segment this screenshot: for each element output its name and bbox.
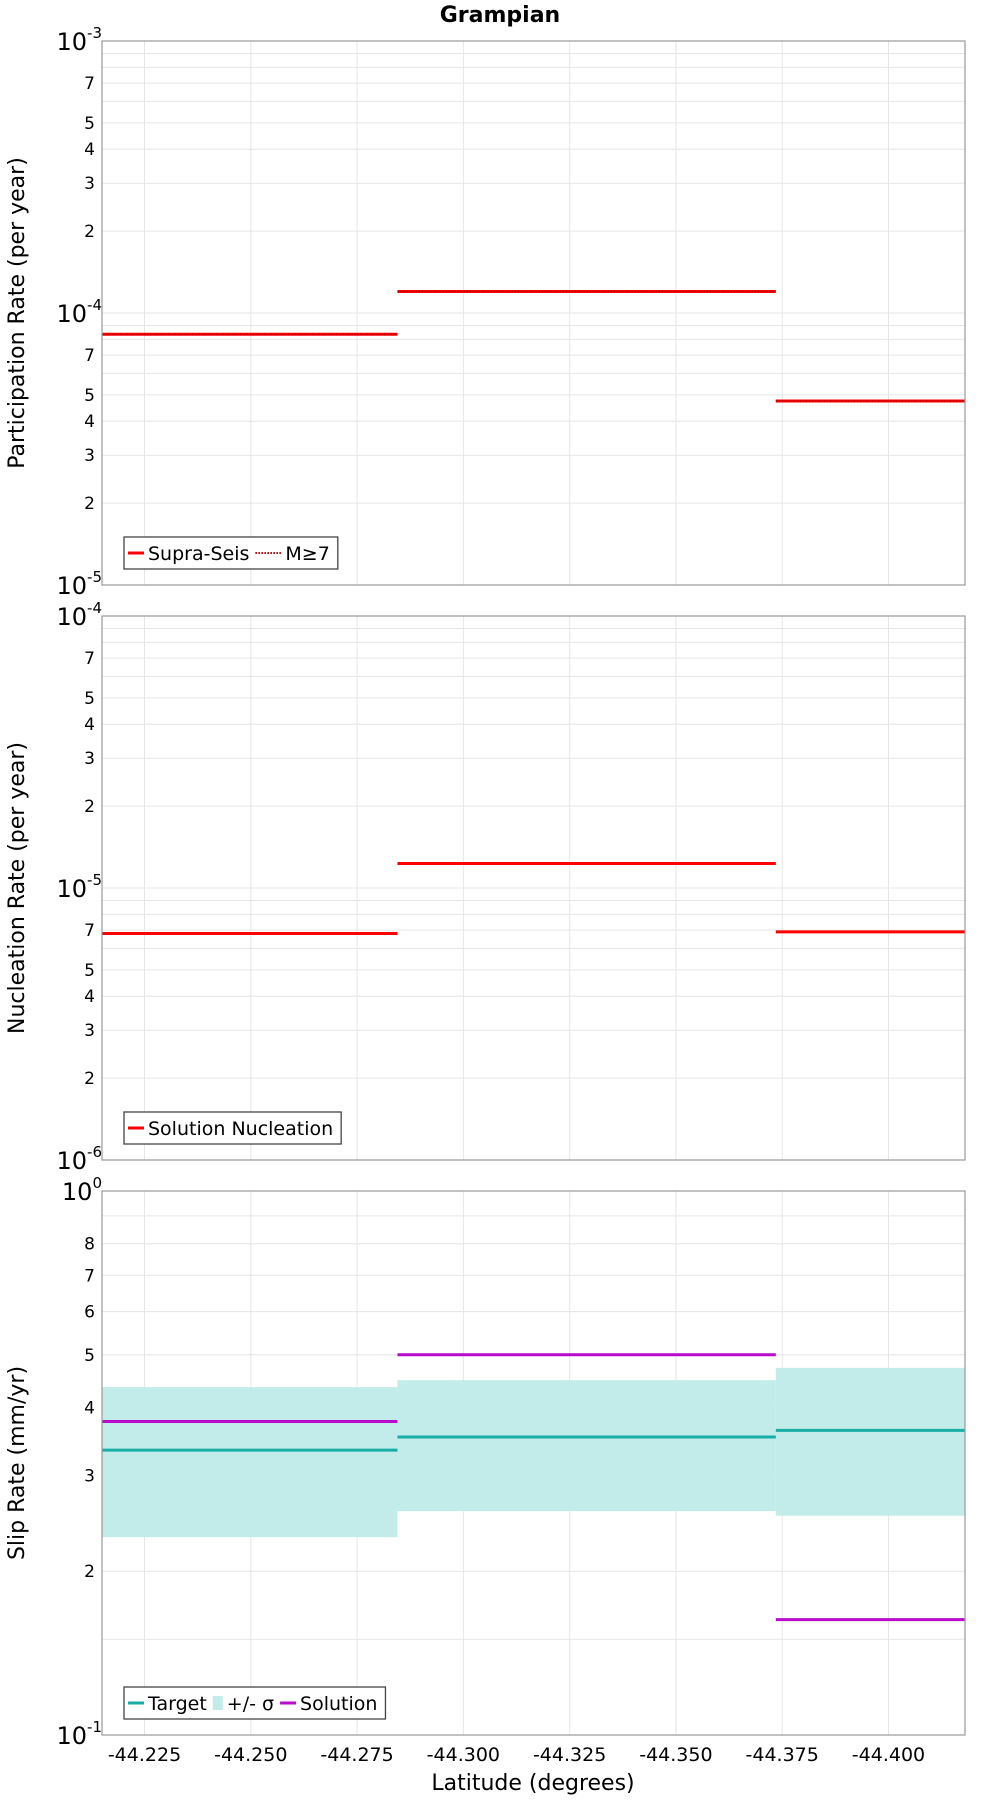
- panel-1-y-tick-minor: 5: [84, 114, 95, 134]
- panel-3-series--band-segment: [775, 1367, 965, 1516]
- panel-2-y-tick-minor: 7: [84, 921, 95, 941]
- panel-2-y-tick-minor: 2: [84, 1069, 95, 1089]
- panel-3-legend-label: Target: [147, 1693, 207, 1715]
- panel-2-y-tick-minor: 2: [84, 797, 95, 817]
- panel-1-legend-label: M≥7: [285, 543, 329, 565]
- panel-1-y-tick-minor: 4: [84, 412, 95, 432]
- panel-2-y-tick-minor: 3: [84, 1021, 95, 1041]
- panel-2-legend-label: Solution Nucleation: [148, 1118, 333, 1140]
- panel-2-frame: [101, 615, 966, 1161]
- panel-3-y-tick-minor: 7: [84, 1266, 95, 1286]
- panel-2-series-solution-nucleation: [102, 862, 965, 936]
- panel-1-y-tick-minor: 2: [84, 494, 95, 514]
- panel-2-y-tick-major: 10-5: [56, 871, 102, 903]
- panel-2-y-tick-major: 10-4: [56, 599, 102, 631]
- panel-1-legend-label: Supra-Seis: [148, 543, 249, 565]
- panel-1-y-tick-minor: 2: [84, 222, 95, 242]
- panel-3-x-tick-label: -44.225: [108, 1744, 181, 1766]
- figure-title: Grampian: [440, 3, 560, 28]
- panel-3-series--band-segment: [102, 1387, 398, 1538]
- panel-3-y-axis-label: Slip Rate (mm/yr): [5, 1366, 30, 1560]
- panel-1-frame: [101, 40, 966, 586]
- panel-1-series-m-7: [102, 290, 965, 402]
- panel-1-y-tick-major: 10-4: [56, 296, 102, 328]
- panel-2-y-axis-label: Nucleation Rate (per year): [5, 742, 30, 1034]
- panel-3-x-tick-label: -44.375: [746, 1744, 819, 1766]
- panel-3-y-tick-minor: 3: [84, 1466, 95, 1486]
- panel-3-y-tick-major: 10-1: [56, 1718, 102, 1750]
- panel-1-legend: Supra-Seis M≥7: [123, 536, 339, 570]
- panel-2-y-tick-minor: 3: [84, 749, 95, 769]
- panel-3-series-: [102, 1367, 965, 1538]
- panel-1-y-tick-minor: 3: [84, 446, 95, 466]
- panel-3-frame: [101, 1190, 966, 1736]
- panel-2-y-tick-minor: 7: [84, 649, 95, 669]
- panel-1-y-axis-label: Participation Rate (per year): [5, 157, 30, 469]
- panel-1-y-tick-minor: 7: [84, 346, 95, 366]
- panel-3-y-tick-major: 100: [62, 1174, 102, 1206]
- panel-3-series-solution: [102, 1353, 965, 1622]
- panel-2-y-tick-major: 10-6: [56, 1143, 102, 1175]
- panel-3-x-tick-label: -44.300: [427, 1744, 500, 1766]
- panel-2: 10-4 10-5 10-6 7 5 4 3 2 7 5 4 3 2 Nucleation Rate (p…: [5, 599, 966, 1175]
- panel-3-legend-label: +/- σ: [227, 1693, 274, 1715]
- x-axis-label: Latitude (degrees): [431, 1771, 634, 1796]
- panel-1-y-tick-minor: 7: [84, 74, 95, 94]
- panel-3-y-tick-minor: 5: [84, 1346, 95, 1366]
- panel-2-legend-box: [123, 1111, 342, 1145]
- panel-3-x-tick-label: -44.350: [639, 1744, 712, 1766]
- panel-3-y-tick-minor: 2: [84, 1562, 95, 1582]
- panel-3-legend-label: Solution: [300, 1693, 377, 1715]
- panel-3-y-tick-minor: 8: [84, 1235, 95, 1255]
- panel-3-legend: Target +/- σ Solution: [123, 1686, 387, 1720]
- panel-2-y-tick-minor: 5: [84, 961, 95, 981]
- panel-3-x-tick-label: -44.250: [214, 1744, 287, 1766]
- panel-2-y-tick-minor: 4: [84, 987, 95, 1007]
- panel-1-y-tick-minor: 5: [84, 386, 95, 406]
- panel-1: 10-3 10-4 10-5 7 5 4 3 2 7 5 4 3 2 Participation Rate…: [5, 24, 966, 600]
- panel-1-grid: [102, 40, 965, 586]
- panel-2-y-tick-minor: 5: [84, 689, 95, 709]
- panel-1-y-tick-major: 10-3: [56, 24, 102, 56]
- panel-3-x-tick-label: -44.325: [533, 1744, 606, 1766]
- panel-2-legend: Solution Nucleation: [123, 1111, 342, 1145]
- panel-3-y-tick-minor: 6: [84, 1303, 95, 1323]
- panel-3-legend-swatch: [212, 1696, 223, 1710]
- panel-1-y-tick-major: 10-5: [56, 568, 102, 600]
- panel-2-grid: [102, 615, 965, 1161]
- panel-1-legend-box: [123, 536, 339, 570]
- panel-3-x-tick-label: -44.400: [852, 1744, 925, 1766]
- panel-3-y-tick-minor: 4: [84, 1398, 95, 1418]
- panel-1-y-tick-minor: 4: [84, 140, 95, 160]
- panel-3: 100 10-1 8 7 6 5 4 3 2 Slip Rate (mm/yr) -44.225 -4…: [5, 1174, 966, 1766]
- panel-3-legend-box: [123, 1686, 387, 1720]
- panel-2-y-tick-minor: 4: [84, 715, 95, 735]
- panel-3-series-target: [102, 1428, 965, 1452]
- panel-1-y-tick-minor: 3: [84, 174, 95, 194]
- panel-3-series--band-segment: [397, 1380, 776, 1512]
- panel-3-x-tick-label: -44.275: [320, 1744, 393, 1766]
